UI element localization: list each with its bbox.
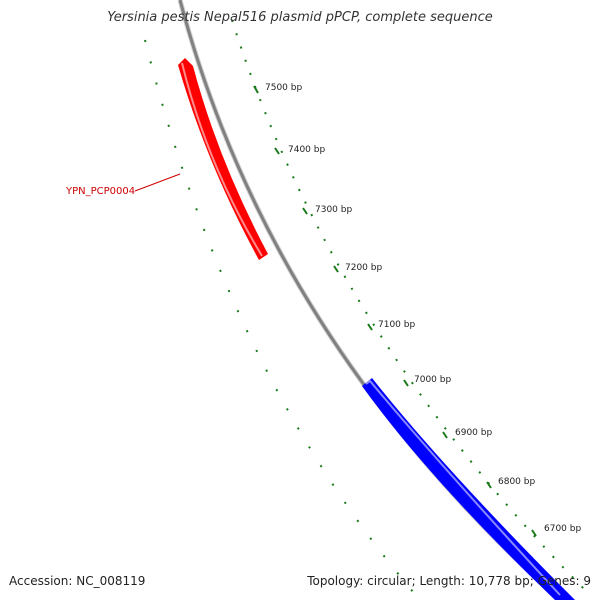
gene-forward-highlight	[181, 62, 263, 257]
plasmid-backbone	[178, 0, 562, 600]
tick-label: 7000 bp	[414, 375, 451, 385]
topology-text: Topology: circular; Length: 10,778 bp; G…	[307, 574, 591, 588]
tick-label: 6900 bp	[455, 428, 492, 438]
tick-labels: 7500 bp 7400 bp 7300 bp 7200 bp 7100 bp …	[265, 83, 581, 534]
tick-label: 6800 bp	[498, 477, 535, 487]
backbone-shadow	[177, 0, 562, 600]
gene-label-leader	[134, 173, 181, 192]
gene-reverse[interactable]	[362, 378, 575, 600]
tick-label: 7500 bp	[265, 83, 302, 93]
scale-tick-ring	[231, 19, 586, 591]
gene-forward[interactable]	[178, 58, 268, 260]
page-title: Yersinia pestis Nepal516 plasmid pPCP, c…	[107, 10, 493, 25]
gene-label: YPN_PCP0004	[65, 186, 135, 197]
tick-label: 7400 bp	[288, 145, 325, 155]
tick-label: 7300 bp	[315, 205, 352, 215]
tick-label: 7100 bp	[378, 320, 415, 330]
tick-label: 7200 bp	[345, 263, 382, 273]
accession-text: Accession: NC_008119	[9, 574, 146, 588]
major-ticks	[253, 85, 537, 537]
tick-label: 6700 bp	[544, 524, 581, 534]
gene-reverse-highlight	[365, 379, 561, 596]
